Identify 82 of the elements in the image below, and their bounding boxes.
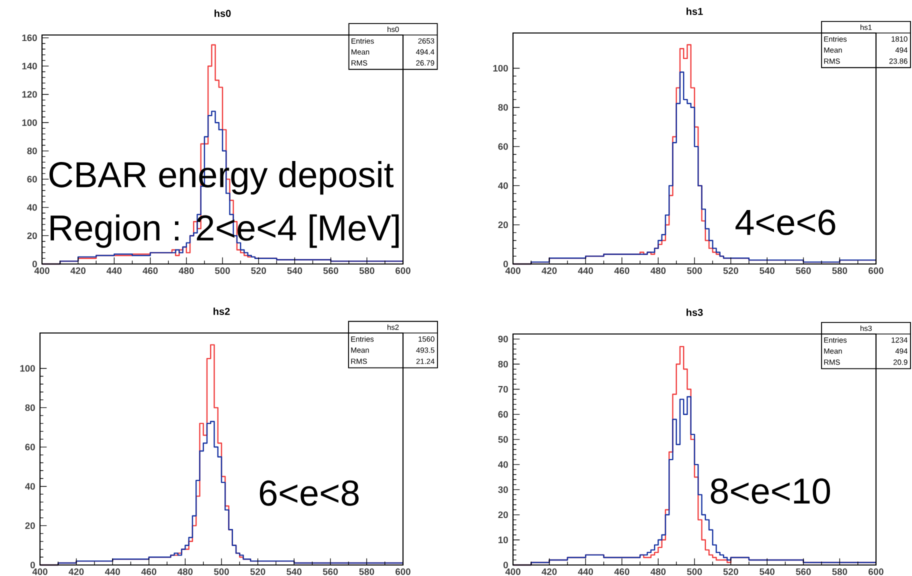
x-tick-label: 480 [178,568,193,575]
y-tick-label: 30 [498,486,508,493]
y-tick-label: 100 [493,64,508,72]
y-tick-label: 20 [25,522,35,529]
y-tick-label: 70 [498,386,508,393]
x-tick-label: 400 [505,267,520,274]
y-tick-label: 20 [498,511,508,518]
y-tick-label: 90 [498,336,508,342]
x-tick-label: 400 [32,568,48,575]
y-tick-label: 60 [27,176,37,182]
y-tick-label: 0 [503,260,508,268]
x-tick-label: 400 [505,568,520,575]
y-tick-label: 10 [498,536,508,544]
x-tick-label: 440 [106,267,122,274]
x-tick-label: 460 [141,568,156,575]
y-tick-label: 100 [20,365,35,372]
y-tick-label: 120 [22,91,37,98]
x-tick-label: 540 [286,568,302,575]
x-tick-label: 460 [142,267,158,274]
x-tick-label: 600 [868,568,884,575]
chart-title: hs0 [214,10,231,17]
x-tick-label: 560 [796,267,811,274]
x-tick-label: 580 [359,568,374,575]
y-tick-label: 80 [498,360,508,368]
y-tick-label: 60 [498,143,508,150]
x-tick-label: 500 [687,568,702,575]
x-tick-label: 600 [396,267,410,274]
y-tick-label: 0 [503,562,508,568]
annotation: 8<e<10 [710,478,830,504]
y-tick-label: 60 [498,411,508,418]
y-tick-label: 40 [25,483,35,490]
x-tick-label: 480 [178,267,194,274]
x-tick-label: 540 [287,267,302,274]
x-tick-label: 500 [687,267,702,274]
x-tick-label: 500 [215,267,230,274]
x-tick-label: 580 [832,267,848,274]
x-tick-label: 420 [542,568,557,575]
x-tick-label: 600 [396,568,410,575]
y-tick-label: 0 [32,260,37,268]
x-tick-label: 460 [614,267,630,274]
x-tick-label: 560 [323,267,338,274]
y-tick-label: 80 [27,148,37,154]
chart-title: hs1 [686,8,703,15]
x-tick-label: 500 [214,568,229,575]
y-tick-label: 50 [498,436,508,443]
chart-title: hs2 [214,308,230,315]
x-tick-label: 540 [760,267,775,274]
y-tick-label: 80 [25,404,35,412]
x-tick-label: 520 [723,267,738,274]
x-tick-label: 520 [250,568,266,575]
x-tick-label: 520 [723,568,738,575]
x-tick-label: 600 [868,267,884,274]
y-tick-label: 40 [27,204,37,211]
y-tick-label: 160 [22,34,37,42]
y-tick-label: 140 [22,62,37,70]
annotation: 4<e<6 [736,210,836,236]
x-tick-label: 440 [578,267,594,274]
y-tick-label: 100 [22,119,37,126]
x-tick-label: 580 [832,568,848,575]
x-tick-label: 480 [650,267,666,274]
x-tick-label: 460 [614,568,630,575]
y-tick-label: 0 [30,562,35,568]
x-tick-label: 420 [68,568,84,575]
x-tick-label: 520 [251,267,266,274]
x-tick-label: 540 [760,568,775,575]
y-tick-label: 40 [498,461,508,468]
y-tick-label: 60 [25,444,35,450]
x-tick-label: 480 [650,568,666,575]
y-tick-label: 40 [498,182,508,189]
chart-title: hs3 [686,308,703,316]
x-tick-label: 440 [578,568,594,575]
x-tick-label: 580 [359,267,374,274]
y-tick-label: 80 [498,104,508,111]
x-tick-label: 400 [34,267,50,274]
y-tick-label: 20 [27,232,37,240]
x-tick-label: 420 [70,267,86,274]
x-tick-label: 440 [104,568,120,575]
x-tick-label: 420 [542,267,557,274]
x-tick-label: 560 [796,568,811,575]
annotation: 6<e<8 [260,480,359,506]
y-tick-label: 20 [498,222,508,228]
x-tick-label: 560 [322,568,338,575]
